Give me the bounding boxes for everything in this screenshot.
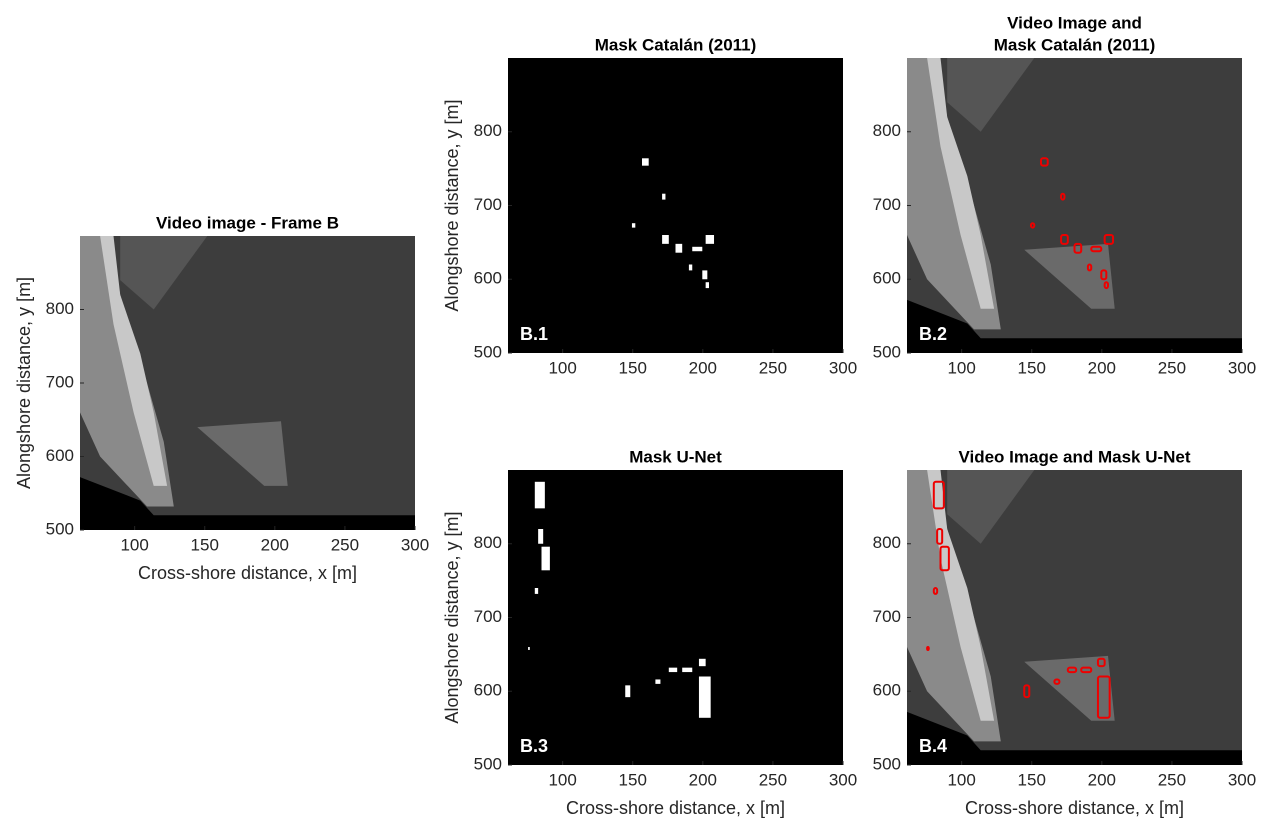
mask-blob: [542, 547, 550, 571]
y-tick-label: 700: [474, 195, 502, 214]
mask-blob: [642, 158, 649, 165]
y-tick-label: 800: [474, 121, 502, 140]
chart-title: Mask Catalán (2011): [595, 35, 757, 54]
x-tick-label: 150: [619, 770, 647, 789]
mask-blob: [706, 235, 714, 244]
mask-blob: [632, 223, 635, 227]
panel-label: B.2: [919, 324, 947, 344]
x-axis-label: Cross-shore distance, x [m]: [566, 798, 785, 818]
y-tick-label: 700: [474, 607, 502, 626]
mask-blob: [699, 677, 711, 718]
x-tick-label: 100: [120, 535, 148, 554]
y-tick-label: 600: [873, 681, 901, 700]
image: [508, 470, 843, 765]
mask-blob: [662, 194, 665, 200]
x-tick-label: 300: [1228, 770, 1256, 789]
image-background: [508, 470, 843, 765]
mask-blob: [699, 659, 706, 666]
x-tick-label: 200: [689, 770, 717, 789]
mask-blob: [662, 235, 669, 244]
mask-blob: [535, 482, 545, 509]
y-tick-label: 500: [873, 754, 901, 773]
y-tick-label: 800: [46, 299, 74, 318]
mask-blob: [706, 282, 709, 288]
x-tick-label: 250: [1158, 358, 1186, 377]
mask-blob: [692, 247, 702, 251]
y-tick-label: 600: [474, 269, 502, 288]
y-tick-label: 700: [873, 195, 901, 214]
x-tick-label: 100: [548, 770, 576, 789]
mask-blob: [927, 647, 929, 650]
mask-blob: [669, 668, 677, 672]
chart-title: Mask Catalán (2011): [994, 35, 1156, 54]
mask-blob: [655, 679, 660, 683]
y-tick-label: 600: [46, 446, 74, 465]
image: [907, 470, 1242, 765]
x-axis-label: Cross-shore distance, x [m]: [965, 798, 1184, 818]
mask-blob: [528, 647, 530, 650]
x-tick-label: 200: [689, 358, 717, 377]
x-tick-label: 150: [619, 358, 647, 377]
x-axis-label: Cross-shore distance, x [m]: [138, 563, 357, 583]
y-tick-label: 800: [474, 533, 502, 552]
figure: 100 150 200 250 300 500 600 700 800 Video image -…: [0, 0, 1268, 826]
mask-blob: [689, 265, 692, 271]
y-tick-label: 500: [474, 754, 502, 773]
x-tick-label: 150: [191, 535, 219, 554]
mask-blob: [702, 270, 707, 279]
mask-blob: [676, 244, 683, 253]
y-tick-label: 700: [873, 607, 901, 626]
x-tick-label: 100: [548, 358, 576, 377]
panel-label: B.1: [520, 324, 548, 344]
x-tick-label: 250: [1158, 770, 1186, 789]
x-tick-label: 300: [1228, 358, 1256, 377]
mask-blob: [535, 588, 538, 594]
y-tick-label: 600: [873, 269, 901, 288]
image: [907, 58, 1242, 353]
y-tick-label: 500: [46, 519, 74, 538]
x-tick-label: 100: [947, 770, 975, 789]
x-tick-label: 300: [829, 770, 857, 789]
x-tick-label: 200: [1088, 770, 1116, 789]
y-axis-label: Alongshore distance, y [m]: [442, 511, 462, 723]
chart-title: Mask U-Net: [629, 447, 722, 466]
image-background: [508, 58, 843, 353]
panel-label: B.3: [520, 736, 548, 756]
y-axis-label: Alongshore distance, y [m]: [442, 99, 462, 311]
x-tick-label: 100: [947, 358, 975, 377]
x-tick-label: 300: [829, 358, 857, 377]
mask-blob: [538, 529, 543, 544]
x-tick-label: 250: [759, 770, 787, 789]
x-tick-label: 250: [331, 535, 359, 554]
mask-blob: [682, 668, 692, 672]
image: [80, 236, 415, 530]
x-tick-label: 150: [1018, 770, 1046, 789]
image: [508, 58, 843, 353]
y-tick-label: 800: [873, 533, 901, 552]
x-tick-label: 300: [401, 535, 429, 554]
x-tick-label: 250: [759, 358, 787, 377]
mask-blob: [625, 685, 630, 697]
x-tick-label: 200: [1088, 358, 1116, 377]
chart-title: Video Image and: [1007, 13, 1142, 32]
panel-label: B.4: [919, 736, 947, 756]
x-tick-label: 150: [1018, 358, 1046, 377]
chart-title: Video image - Frame B: [156, 213, 339, 232]
y-axis-label: Alongshore distance, y [m]: [14, 277, 34, 489]
chart-title: Video Image and Mask U-Net: [958, 447, 1190, 466]
x-tick-label: 200: [261, 535, 289, 554]
y-tick-label: 800: [873, 121, 901, 140]
y-tick-label: 500: [873, 342, 901, 361]
y-tick-label: 700: [46, 372, 74, 391]
y-tick-label: 500: [474, 342, 502, 361]
y-tick-label: 600: [474, 681, 502, 700]
